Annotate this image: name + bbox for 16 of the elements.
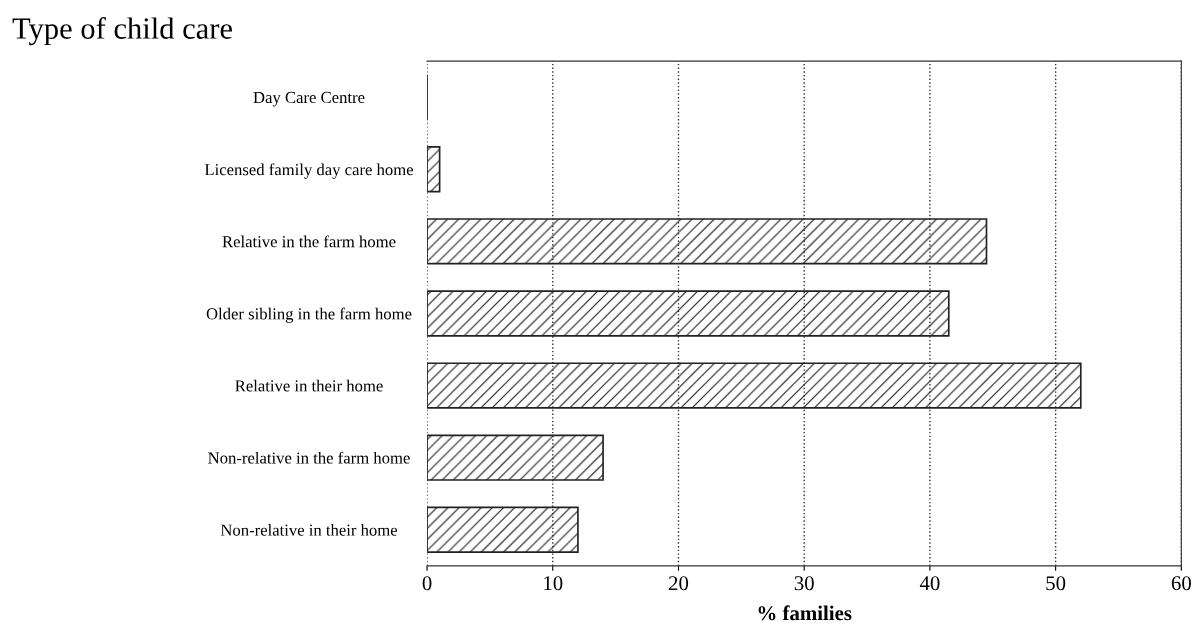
- x-axis-title: % families: [758, 605, 852, 621]
- x-tick-label: 20: [668, 576, 689, 591]
- x-tick-label: 40: [919, 576, 940, 591]
- y-tick-label: Relative in the farm home: [222, 235, 396, 248]
- y-tick-label: Day Care Centre: [253, 91, 365, 107]
- y-tick-label: Older sibling in the farm home: [206, 307, 412, 323]
- x-tick-label: 10: [544, 576, 563, 591]
- y-tick-label: Licensed family day care home: [204, 163, 414, 179]
- text: Type of child care: [12, 17, 232, 46]
- y-tick-label: Non-relative in their home: [220, 524, 398, 536]
- y-tick-label: Non-relative in the farm home: [208, 451, 410, 464]
- x-tick-label: 0: [422, 576, 432, 591]
- x-tick-label: 30: [794, 576, 814, 591]
- x-tick-label: 50: [1046, 576, 1066, 591]
- x-tick-label: 60: [1171, 576, 1191, 591]
- y-tick-label: Relative in their home: [235, 379, 383, 392]
